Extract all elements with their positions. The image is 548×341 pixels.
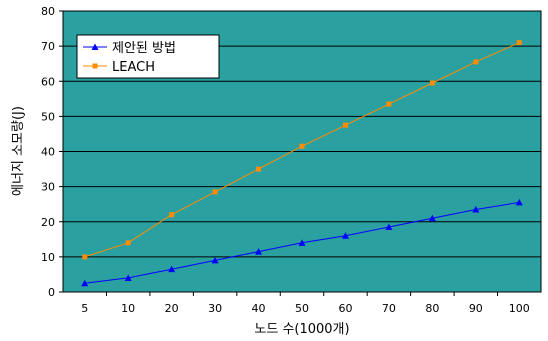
point-leach-30 <box>212 189 218 195</box>
y-tick-label-10: 10 <box>41 251 55 264</box>
series-layer <box>81 40 523 287</box>
point-proposed-30 <box>211 256 219 264</box>
point-proposed-40 <box>255 248 263 255</box>
legend-label-proposed: 제안된 방법 <box>112 41 176 56</box>
legend: 제안된 방법 LEACH <box>76 34 220 79</box>
point-leach-5 <box>82 254 88 260</box>
y-tick-label-70: 70 <box>41 40 55 53</box>
point-proposed-20 <box>168 265 176 273</box>
legend-label-leach: LEACH <box>112 60 155 75</box>
x-axis-title: 노드 수(1000개) <box>254 322 349 337</box>
legend-marker-leach <box>92 63 98 69</box>
point-leach-40 <box>256 166 262 172</box>
point-proposed-80 <box>428 214 436 222</box>
y-tick-label-30: 30 <box>41 181 55 194</box>
y-axis-title: 에너지 소모량(J) <box>11 106 26 196</box>
y-tick-label-20: 20 <box>41 216 55 229</box>
x-tick-label-40: 40 <box>252 302 266 315</box>
point-leach-90 <box>473 59 479 65</box>
legend-box <box>76 34 220 79</box>
x-tick-label-100: 100 <box>509 302 530 315</box>
point-proposed-60 <box>341 232 349 239</box>
legend-marker-proposed <box>91 43 99 50</box>
point-leach-80 <box>429 80 435 86</box>
x-tick-label-50: 50 <box>295 302 309 315</box>
y-tick-label-60: 60 <box>41 75 55 88</box>
x-tick-label-5: 5 <box>81 302 88 315</box>
point-proposed-70 <box>385 223 393 231</box>
y-tick-label-80: 80 <box>41 5 55 18</box>
x-tick-label-10: 10 <box>121 302 135 315</box>
y-tick-label-50: 50 <box>41 110 55 123</box>
x-tick-label-70: 70 <box>382 302 396 315</box>
x-tick-labels: 5 10 20 30 40 50 60 70 80 90 100 <box>81 302 530 315</box>
point-proposed-50 <box>298 239 306 246</box>
y-tick-labels: 0 10 20 30 40 50 60 70 80 <box>41 5 55 299</box>
point-proposed-10 <box>124 274 132 281</box>
point-leach-10 <box>125 240 131 246</box>
point-leach-50 <box>299 143 305 149</box>
point-proposed-90 <box>472 205 480 213</box>
y-tick-label-40: 40 <box>41 146 55 159</box>
point-leach-20 <box>169 212 175 218</box>
point-proposed-5 <box>81 279 89 287</box>
y-tick-label-0: 0 <box>48 286 55 299</box>
x-tick-label-20: 20 <box>165 302 179 315</box>
point-proposed-100 <box>515 198 523 206</box>
x-tick-label-30: 30 <box>208 302 222 315</box>
point-leach-60 <box>342 122 348 128</box>
x-tick-label-80: 80 <box>425 302 439 315</box>
x-tick-label-90: 90 <box>469 302 483 315</box>
point-leach-100 <box>516 40 522 46</box>
point-leach-70 <box>386 101 392 107</box>
x-tick-label-60: 60 <box>338 302 352 315</box>
